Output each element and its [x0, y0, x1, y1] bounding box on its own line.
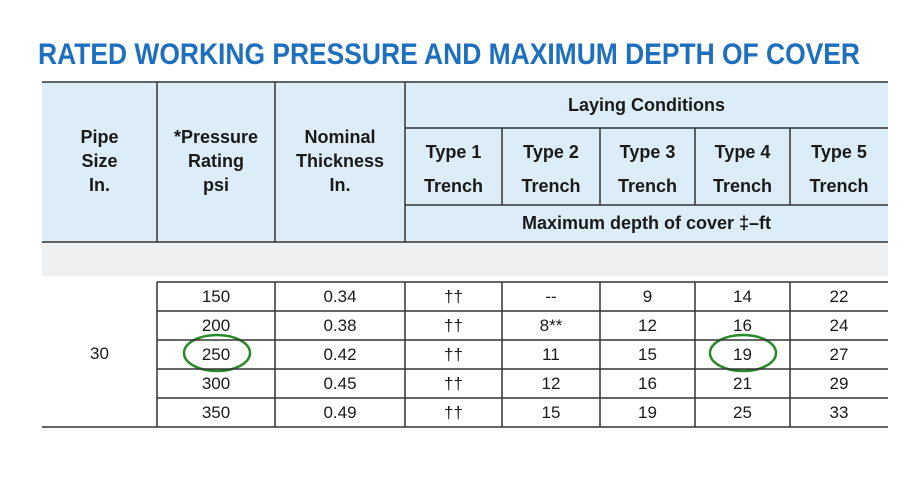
- cell: 300: [202, 374, 230, 393]
- cell: 25: [733, 403, 752, 422]
- column-header: Type 5: [811, 142, 867, 162]
- group-header: Laying Conditions: [568, 95, 725, 115]
- column-header: Rating: [188, 151, 244, 171]
- title: RATED WORKING PRESSURE AND MAXIMUM DEPTH…: [38, 38, 860, 71]
- cell: 24: [830, 316, 849, 335]
- cell: 0.38: [323, 316, 356, 335]
- cell: 19: [733, 345, 752, 364]
- cell: ††: [444, 403, 463, 422]
- cell: 200: [202, 316, 230, 335]
- cell: 12: [542, 374, 561, 393]
- column-header: Nominal: [304, 127, 375, 147]
- column-header: Trench: [424, 176, 483, 196]
- subheader: Maximum depth of cover ‡–ft: [522, 213, 771, 233]
- highlight-circle: [182, 333, 252, 373]
- cell: ††: [444, 287, 463, 306]
- cell: 27: [830, 345, 849, 364]
- cell: 33: [830, 403, 849, 422]
- header-bg: [42, 82, 888, 242]
- column-header: Size: [81, 151, 117, 171]
- cell: ††: [444, 374, 463, 393]
- spacer-strip: [42, 242, 888, 276]
- cell: 0.42: [323, 345, 356, 364]
- column-header: Thickness: [296, 151, 384, 171]
- cell: 12: [638, 316, 657, 335]
- highlight-circle: [708, 333, 778, 373]
- column-header: *Pressure: [174, 127, 258, 147]
- cell: --: [545, 287, 556, 306]
- cell: 30: [90, 344, 109, 363]
- column-header: Type 1: [426, 142, 482, 162]
- cell: ††: [444, 316, 463, 335]
- cell: 16: [638, 374, 657, 393]
- cell: 250: [202, 345, 230, 364]
- cell: 350: [202, 403, 230, 422]
- column-header: psi: [203, 175, 229, 195]
- cell: 29: [830, 374, 849, 393]
- cell: 11: [542, 345, 560, 364]
- column-header: Trench: [713, 176, 772, 196]
- cell: 15: [638, 345, 657, 364]
- column-header: In.: [89, 175, 110, 195]
- cell: 14: [733, 287, 752, 306]
- column-header: Type 4: [715, 142, 771, 162]
- column-header: Pipe: [80, 127, 118, 147]
- column-header: Type 3: [620, 142, 676, 162]
- cell: 16: [733, 316, 752, 335]
- cell: 8**: [540, 316, 563, 335]
- column-header: Type 2: [523, 142, 579, 162]
- cell: 21: [733, 374, 752, 393]
- cell: 150: [202, 287, 230, 306]
- cell: 9: [643, 287, 652, 306]
- cell: 19: [638, 403, 657, 422]
- column-header: Trench: [809, 176, 868, 196]
- column-header: Trench: [618, 176, 677, 196]
- cell: 0.34: [323, 287, 356, 306]
- column-header: In.: [330, 175, 351, 195]
- cell: 22: [830, 287, 849, 306]
- cell: 15: [542, 403, 561, 422]
- column-header: Trench: [521, 176, 580, 196]
- cell: 0.49: [323, 403, 356, 422]
- cell: ††: [444, 345, 463, 364]
- cell: 0.45: [323, 374, 356, 393]
